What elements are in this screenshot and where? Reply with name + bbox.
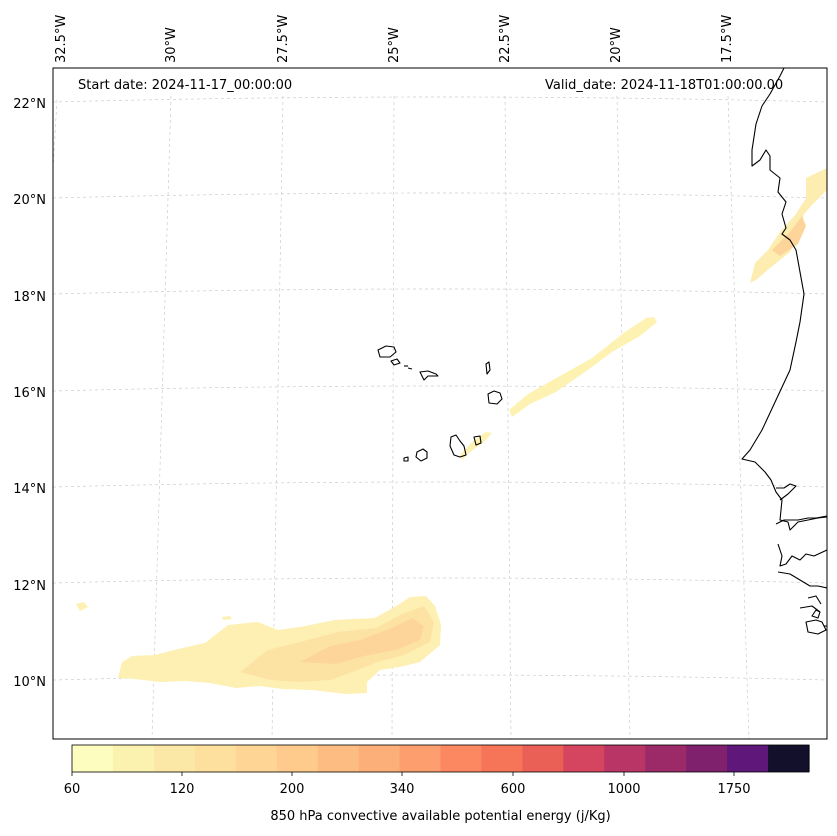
colorbar-swatch [645,745,687,772]
lon-label: 27.5°W [276,14,291,63]
colorbar-swatch [727,745,769,772]
colorbar-swatch [768,745,810,772]
map-area [53,68,827,739]
lon-label: 30°W [164,27,179,63]
island-boa-vista [487,390,503,405]
lon-label: 25°W [387,27,402,63]
colorbar-tick-label: 120 [169,782,195,797]
cape-band-south [118,596,441,694]
lat-label: 12°N [13,579,46,594]
lon-label: 32.5°W [54,14,69,63]
lon-label: 22.5°W [498,14,513,63]
colorbar-swatch [399,745,442,772]
lon-label: 17.5°W [720,14,735,63]
island-maio [473,435,482,446]
island-santiago [449,434,467,458]
colorbar-tick-label: 600 [500,782,526,797]
colorbar [72,745,810,772]
colorbar-frame [71,744,810,773]
lat-label: 10°N [13,675,46,690]
colorbar-swatch [72,745,114,772]
start-date-label: Start date: 2024-11-17_00:00:00 [78,78,293,93]
island-sao-nicolau [419,370,439,381]
colorbar-swatch [686,745,728,772]
cape-band-diagonal [509,317,657,417]
colorbar-swatch [358,745,401,772]
colorbar-swatch [235,745,278,772]
colorbar-swatch [604,745,646,772]
valid-date-label: Valid_date: 2024-11-18T01:00:00.00 [545,78,784,93]
lat-label: 14°N [13,482,46,497]
africa-coastline [741,68,827,531]
island-sao-vicente [390,358,401,366]
colorbar-label: 850 hPa convective available potential e… [270,809,611,824]
colorbar-swatch [194,745,237,772]
lat-label: 16°N [13,386,46,401]
colorbar-swatch [522,745,564,772]
lat-label: 18°N [13,290,46,305]
colorbar-tick-label: 200 [279,782,305,797]
island-brava [403,456,409,462]
colorbar-swatch [153,745,196,772]
lat-label: 20°N [13,193,46,208]
cape-field [76,168,827,694]
island-santo-antao [377,345,397,358]
colorbar-swatch [563,745,605,772]
lon-label: 20°W [609,27,624,63]
coastlines [377,68,827,635]
lat-label: 22°N [13,97,46,112]
cape-band-coast [750,168,827,283]
colorbar-swatch [276,745,319,772]
island-fogo [415,448,428,462]
colorbar-swatch [112,745,155,772]
colorbar-tick-label: 60 [63,782,81,797]
colorbar-swatch [481,745,523,772]
colorbar-swatch [440,745,483,772]
colorbar-tick-label: 1000 [607,782,641,797]
colorbar-tick-label: 1750 [717,782,751,797]
colorbar-tick-label: 340 [389,782,415,797]
colorbar-swatch [317,745,360,772]
island-sal [485,361,491,375]
colorbar-ticks [71,772,735,776]
